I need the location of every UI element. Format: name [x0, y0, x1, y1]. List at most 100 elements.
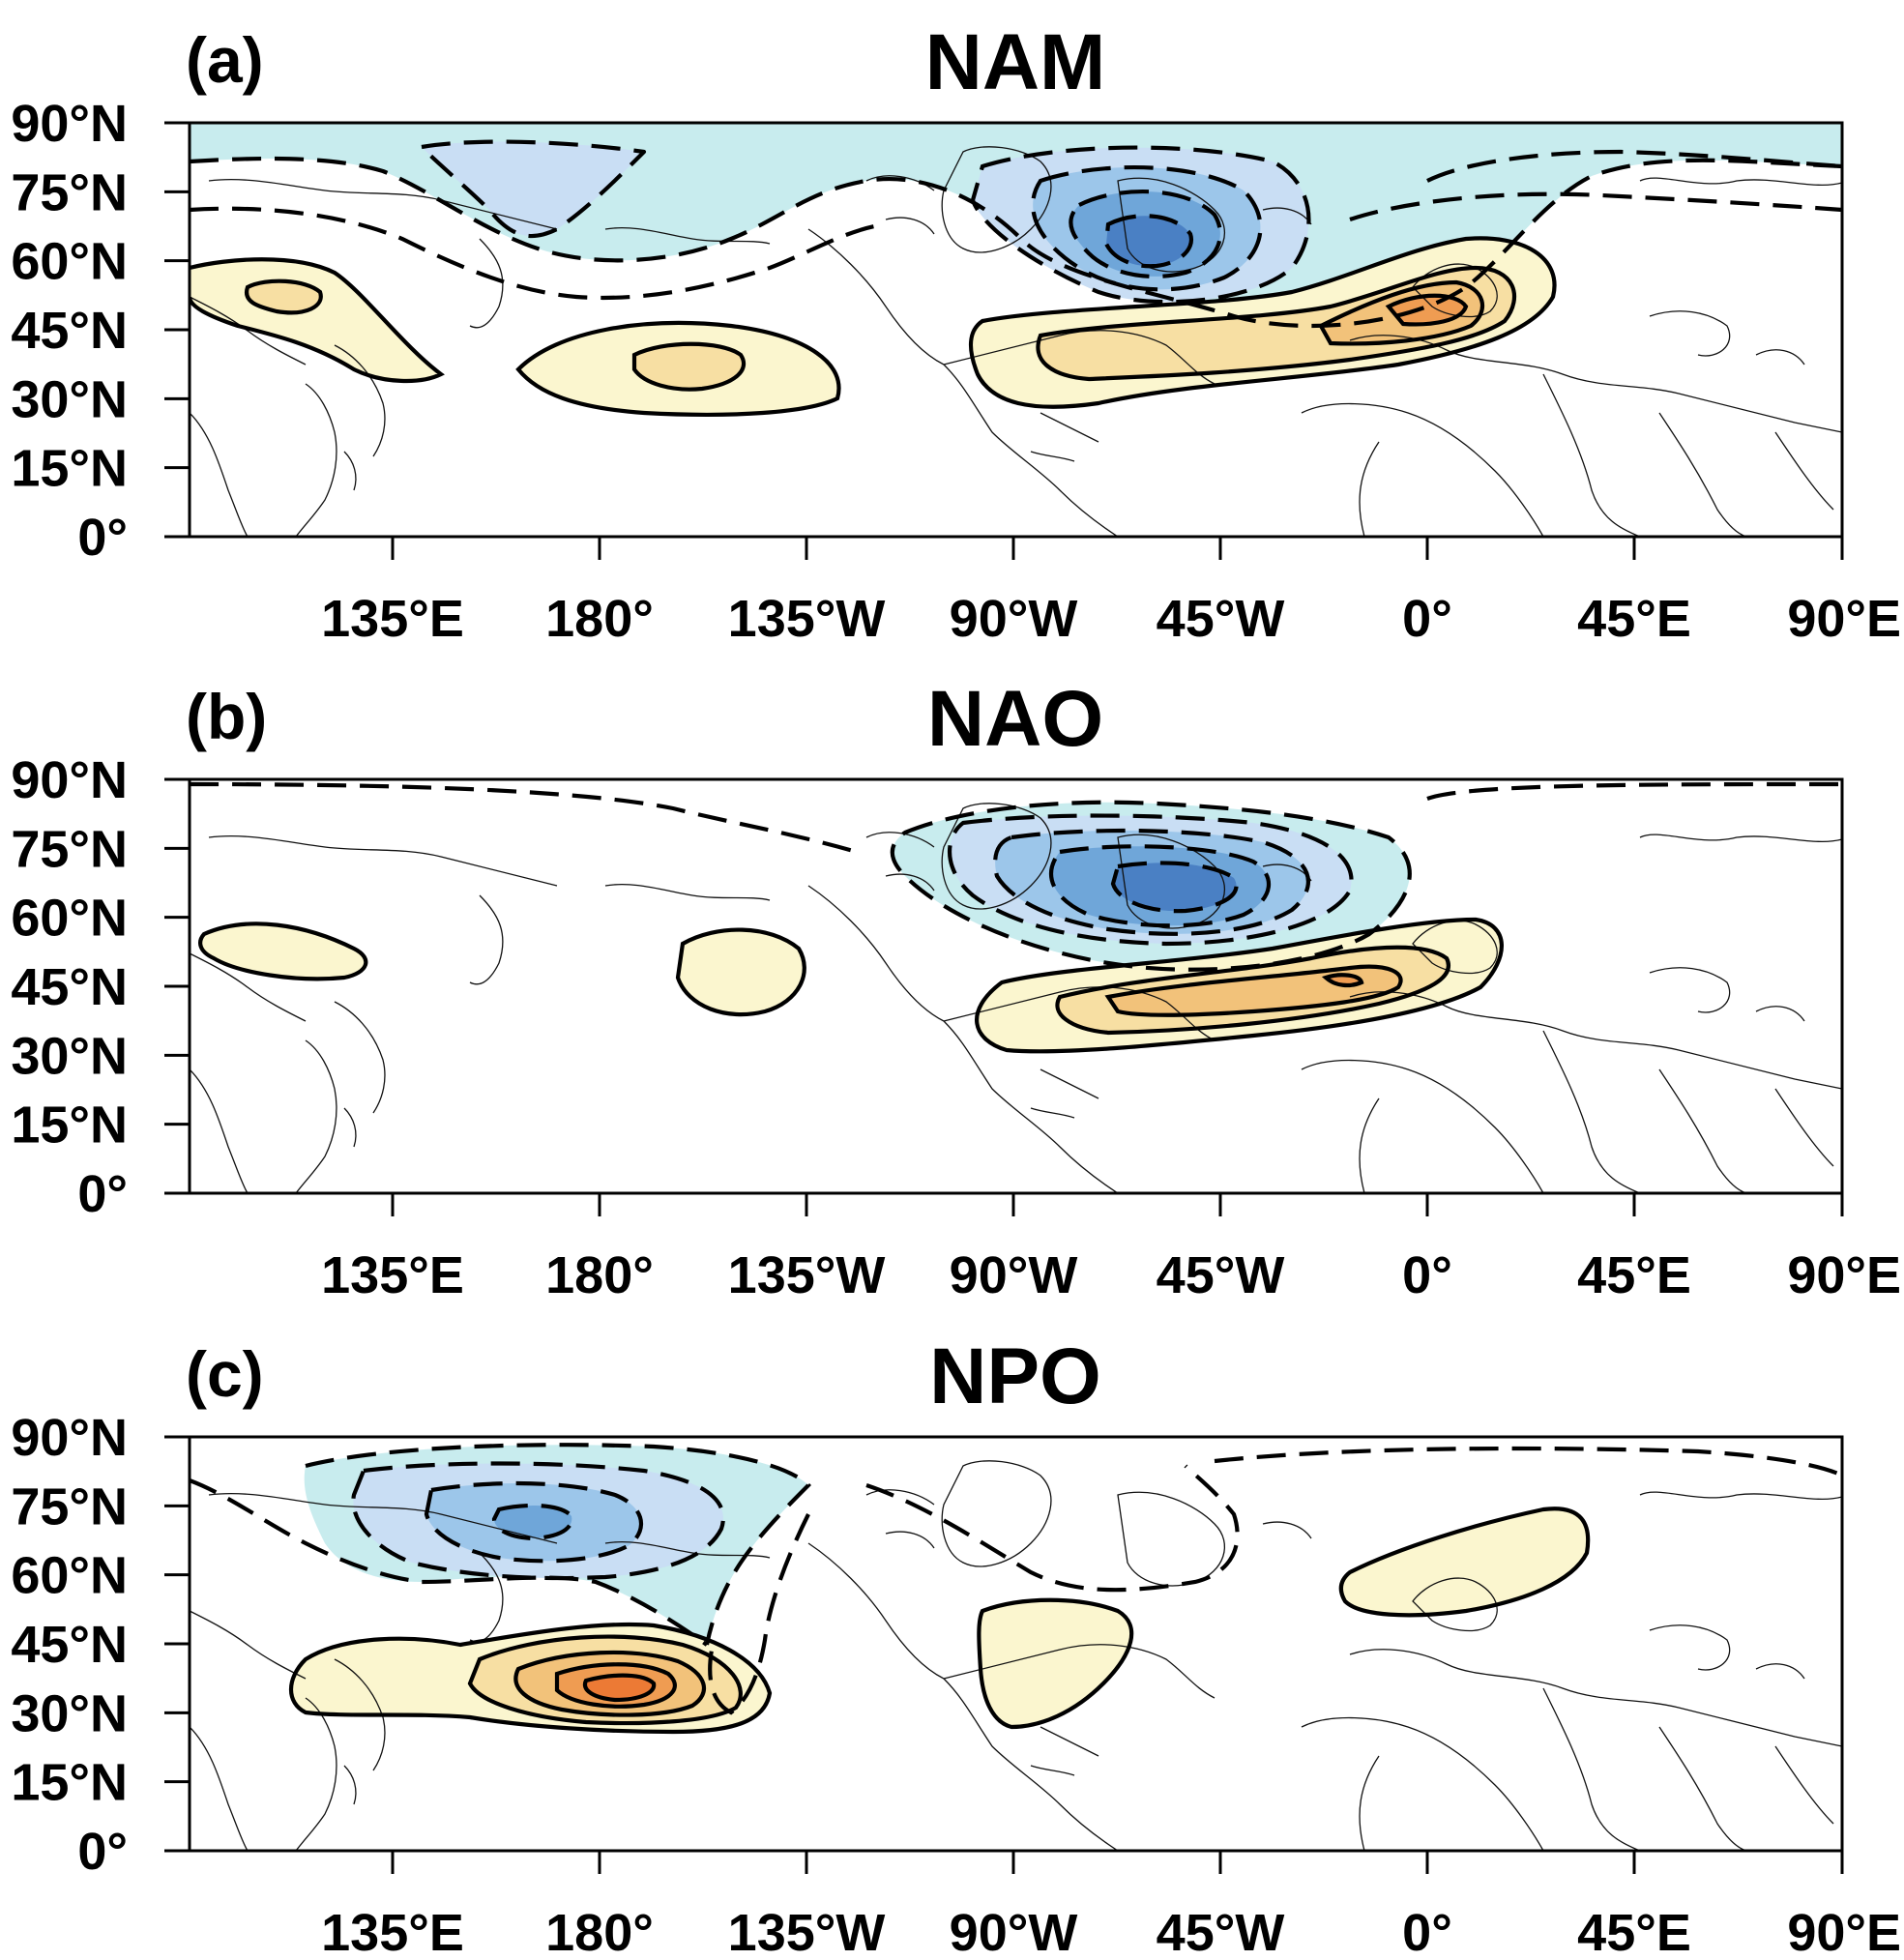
lon-label: 135°W — [728, 590, 886, 648]
lon-label: 180° — [545, 590, 654, 648]
lon-label: 135°E — [321, 1246, 464, 1304]
lat-label: 45°N — [11, 958, 128, 1016]
contour-negative — [190, 1478, 709, 1647]
lat-label: 30°N — [11, 370, 128, 428]
panel-title-a: NAM — [925, 18, 1106, 106]
contour-negative — [970, 145, 1311, 305]
contour-positive — [515, 320, 841, 417]
shade-pos1 — [678, 929, 805, 1015]
lon-label: 135°W — [728, 1904, 886, 1960]
lon-label: 90°W — [950, 590, 1078, 648]
contour-negative — [1349, 191, 1842, 221]
panel-letter-b: (b) — [186, 681, 267, 752]
contour-negative — [190, 156, 1842, 329]
lon-label: 0° — [1402, 1904, 1452, 1960]
contour-positive — [289, 1622, 773, 1735]
contour-positive — [198, 921, 368, 981]
lon-label: 45°E — [1577, 1904, 1691, 1960]
lat-label: 45°N — [11, 1616, 128, 1674]
contour-positive — [631, 341, 747, 392]
contour-negative — [1214, 1446, 1842, 1477]
shade-neg5 — [1106, 216, 1191, 267]
contour-positive — [1385, 293, 1469, 327]
contour-negative — [1069, 189, 1222, 279]
contour-positive — [244, 278, 323, 315]
contour-negative — [865, 1464, 1240, 1593]
map-content-a — [190, 123, 1842, 537]
contour-negative — [708, 1513, 810, 1715]
lat-label: 0° — [77, 1165, 128, 1223]
lon-label: 135°E — [321, 590, 464, 648]
lon-label: 45°E — [1577, 590, 1691, 648]
contour-positive — [582, 1673, 657, 1703]
lon-label: 0° — [1402, 1246, 1452, 1304]
contour-negative — [351, 1461, 725, 1581]
lon-label: 90°W — [950, 1246, 1078, 1304]
lon-label: 90°E — [1787, 1246, 1901, 1304]
contour-negative — [1031, 164, 1263, 292]
lat-label: 60°N — [11, 1547, 128, 1605]
contour-positive — [975, 917, 1504, 1054]
lon-label: 90°E — [1787, 590, 1901, 648]
shade-neg2 — [422, 141, 644, 237]
lon-label: 45°E — [1577, 1246, 1691, 1304]
contour-negative — [1103, 214, 1194, 269]
lon-label: 90°W — [950, 1904, 1078, 1960]
contour-positive — [1321, 973, 1364, 988]
panel-letter-c: (c) — [186, 1338, 264, 1410]
shade-pos2 — [634, 343, 745, 390]
lon-label: 90°E — [1787, 1904, 1901, 1960]
shade-pos5 — [584, 1675, 655, 1700]
shade-pos1 — [1340, 1508, 1589, 1616]
map-content-c — [190, 1443, 1842, 1851]
contour-negative — [1426, 149, 1842, 183]
lat-label: 60°N — [11, 233, 128, 291]
map-b: 90°N 75°N 60°N 45°N 30°N 15°N 0° — [11, 751, 1844, 1223]
contour-negative — [993, 828, 1310, 936]
contour-positive — [190, 257, 445, 383]
panel-c: (c) NPO 90°N 75°N 60°N 45°N 30°N 15°N 0° 135°E 180… — [11, 1332, 1901, 1960]
contour-negative — [305, 1443, 811, 1646]
lat-label: 15°N — [11, 1097, 128, 1155]
lon-label: 45°W — [1157, 1246, 1285, 1304]
contour-negative — [1110, 861, 1239, 914]
contour-positive — [467, 1634, 743, 1726]
contour-positive — [1338, 1507, 1591, 1618]
panel-b: (b) NAO 90°N 75°N 60°N 45°N 30°N 15°N 0° 135°E 180… — [11, 675, 1901, 1304]
lat-label: 75°N — [11, 163, 128, 221]
lat-label: 90°N — [11, 751, 128, 809]
lat-label: 0° — [77, 1823, 128, 1881]
lat-label: 15°N — [11, 1754, 128, 1812]
contour-positive — [968, 236, 1557, 409]
lon-label: 45°W — [1157, 590, 1285, 648]
panel-title-b: NAO — [927, 675, 1103, 763]
shade-neg4 — [494, 1505, 572, 1538]
contour-positive — [675, 927, 806, 1017]
contour-negative — [948, 813, 1354, 947]
lat-label: 90°N — [11, 95, 128, 153]
contour-negative — [1048, 844, 1272, 928]
panel-title-c: NPO — [929, 1332, 1101, 1420]
contour-positive — [1318, 279, 1484, 346]
panels-root: (a) NAM 90°N 75°N 60°N 45°N 30°N 15°N 0° 135°E 180… — [11, 18, 1901, 1960]
panel-letter-a: (a) — [186, 24, 264, 96]
contour-positive — [1104, 964, 1403, 1017]
lat-label: 60°N — [11, 890, 128, 948]
contour-positive — [513, 1650, 706, 1717]
lon-label: 0° — [1402, 590, 1452, 648]
lat-label: 30°N — [11, 1684, 128, 1742]
contour-negative — [1426, 781, 1842, 801]
contour-positive — [554, 1662, 677, 1709]
shade-pos4 — [1389, 295, 1466, 325]
lat-label: 15°N — [11, 440, 128, 498]
shade-neg5 — [1113, 863, 1237, 912]
contour-positive — [1036, 265, 1517, 382]
map-content-b — [190, 781, 1842, 1193]
lat-label: 0° — [77, 509, 128, 567]
panel-a: (a) NAM 90°N 75°N 60°N 45°N 30°N 15°N 0° 135°E 180… — [11, 18, 1901, 648]
map-a: 90°N 75°N 60°N 45°N 30°N 15°N 0° — [11, 95, 1844, 567]
contour-positive — [977, 1597, 1134, 1730]
lat-label: 75°N — [11, 820, 128, 878]
lon-label: 180° — [545, 1904, 654, 1960]
